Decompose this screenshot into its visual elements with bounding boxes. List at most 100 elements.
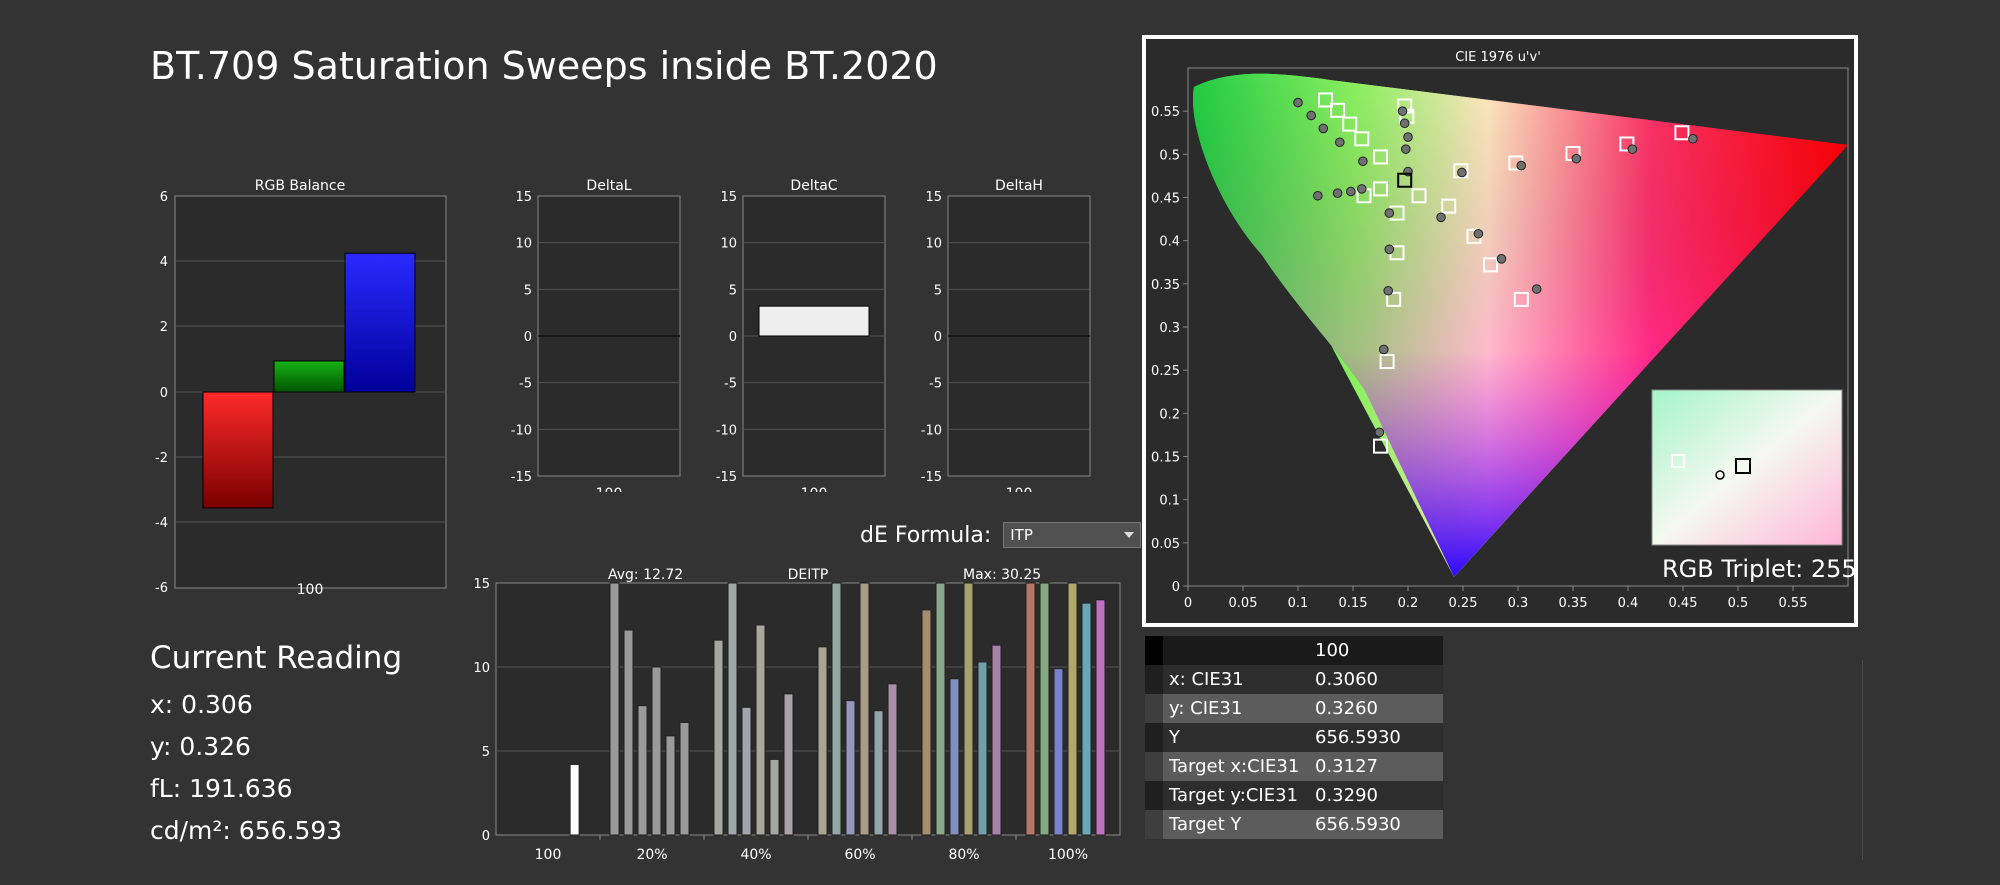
- deitp-bar: [921, 609, 932, 836]
- cie-measured-point: [1384, 244, 1395, 255]
- cie-measured-point: [1335, 137, 1345, 148]
- deitp-bar: [1053, 668, 1064, 836]
- reading-x: x: 0.306: [150, 690, 253, 719]
- table-row: Y 656.5930: [1145, 723, 1443, 752]
- deitp-bar: [769, 758, 780, 836]
- cie-measured-point: [1516, 160, 1527, 171]
- cie-measured-point: [1332, 188, 1343, 198]
- reading-cdm2: cd/m²: 656.593: [150, 816, 343, 845]
- deitp-ytick: 0: [482, 829, 490, 844]
- table-header: 100: [1309, 636, 1443, 665]
- rgb-balance-title: RGB Balance: [255, 178, 345, 194]
- deitp-bar: [755, 624, 766, 836]
- cie-measured-point: [1346, 186, 1356, 197]
- cie-target-marker: [1330, 102, 1346, 118]
- deitp-bar: [741, 706, 752, 836]
- current-reading: Current Reading x: 0.306 y: 0.326 fL: 19…: [150, 640, 402, 852]
- blue-bar: [344, 252, 416, 393]
- rgb-balance-chart: RGB Balance 6 4 2 0 -2 -4 -6 100: [155, 178, 447, 598]
- table-row: Target Y 656.5930: [1145, 810, 1443, 839]
- deitp-bar: [873, 710, 884, 836]
- deitp-ytick: 5: [482, 745, 490, 760]
- delta-ytick: -10: [511, 423, 532, 438]
- cie-measured-point: [1379, 344, 1389, 355]
- cie-ytick: 0.15: [1151, 451, 1180, 466]
- cie-ytick: 0.45: [1151, 192, 1180, 207]
- rgb-ytick: 2: [160, 320, 168, 335]
- deitp-bar: [679, 721, 690, 836]
- cie-target-marker: [1619, 136, 1635, 152]
- cie-xtick: 0.5: [1728, 596, 1749, 611]
- deitp-bar: [817, 646, 828, 836]
- delta-ytick: 15: [515, 190, 532, 205]
- deitp-chart: DEITP Avg: 12.72 Max: 30.25 15 10 5 0 100 20% 40%…: [473, 567, 1121, 863]
- cie-measured-point: [1401, 144, 1411, 154]
- table-row: y: CIE31 0.3260: [1145, 694, 1443, 723]
- delta-ytick: -15: [716, 470, 737, 485]
- cie-xtick: 0.3: [1508, 596, 1529, 611]
- delta-ytick: -5: [519, 377, 532, 392]
- deitp-bar: [1081, 602, 1092, 836]
- cie-target-marker: [1342, 116, 1358, 132]
- cie-measured-point: [1399, 118, 1410, 129]
- cie-measured-point: [1318, 123, 1329, 134]
- cie-ytick: 0: [1172, 580, 1180, 595]
- delta-ytick: -10: [921, 423, 942, 438]
- deitp-bar: [831, 582, 842, 836]
- cie-ytick: 0.3: [1159, 321, 1180, 336]
- deitp-bar: [609, 582, 620, 836]
- cie-measured-point: [1571, 153, 1582, 164]
- table-header-row: 100: [1145, 636, 1443, 665]
- deitp-bar: [949, 678, 960, 836]
- rgb-ytick: 4: [160, 255, 168, 270]
- deitp-bar: [713, 639, 724, 836]
- deitp-group-label: 100: [535, 847, 562, 863]
- cie-xtick: 0.1: [1288, 596, 1309, 611]
- cie-measured-point: [1457, 167, 1467, 178]
- rgb-ytick: -6: [155, 581, 168, 596]
- deitp-group-label: 80%: [948, 847, 979, 863]
- cie-measured-point: [1306, 110, 1316, 121]
- cie-target-marker: [1373, 181, 1388, 197]
- cie-measured-point: [1531, 284, 1542, 294]
- deitp-group-label: 100%: [1048, 847, 1088, 863]
- delta-ytick: 10: [515, 237, 532, 252]
- cie-target-marker: [1674, 125, 1690, 141]
- rgb-ytick: 0: [160, 386, 168, 401]
- cie-target-marker: [1411, 188, 1427, 204]
- cie-target-marker: [1513, 291, 1529, 307]
- delta-ytick: -15: [511, 470, 532, 485]
- deitp-bar: [569, 763, 580, 836]
- cie-measured-point: [1436, 212, 1446, 223]
- deitp-group-label: 20%: [636, 847, 667, 863]
- cie-xtick: 0: [1184, 596, 1192, 611]
- deitp-group-label: 60%: [844, 847, 875, 863]
- cie-ytick: 0.1: [1159, 494, 1180, 509]
- deitp-bar: [977, 661, 988, 836]
- reading-fl: fL: 191.636: [150, 774, 293, 803]
- deitp-title: DEITP: [788, 567, 829, 583]
- cie-title: CIE 1976 u'v': [1455, 50, 1541, 65]
- deitp-bar: [637, 705, 648, 836]
- deitp-bar: [859, 582, 870, 836]
- de-formula-select[interactable]: ITP: [1003, 522, 1142, 548]
- measurement-table: 100 x: CIE31 0.3060 y: CIE31 0.3260 Y 656.5…: [1145, 636, 1443, 839]
- de-formula: dE Formula: ITP: [860, 522, 1142, 548]
- cie-ytick: 0.4: [1159, 235, 1180, 250]
- cie-target-marker: [1379, 354, 1395, 370]
- deitp-bar: [1095, 599, 1106, 836]
- cie-measured-point: [1293, 97, 1303, 108]
- cie-ytick: 0.35: [1151, 278, 1180, 293]
- deitp-bar: [1025, 582, 1036, 836]
- chevron-down-icon: [1124, 532, 1135, 538]
- delta-chart-1: DeltaC 15 10 5 0 -5 -10 -15 100: [716, 178, 886, 492]
- cie-xtick: 0.05: [1229, 596, 1258, 611]
- table-row: Target y:CIE31 0.3290: [1145, 781, 1443, 810]
- rgb-xlabel: 100: [297, 582, 324, 598]
- deitp-bar: [887, 683, 898, 836]
- delta-title: DeltaH: [995, 178, 1043, 194]
- deitp-bar: [963, 582, 974, 836]
- delta-ytick: -10: [716, 423, 737, 438]
- cie-measured-point: [1358, 156, 1368, 167]
- rgb-triplet: RGB Triplet: 255, 255, 255: [1662, 555, 1858, 583]
